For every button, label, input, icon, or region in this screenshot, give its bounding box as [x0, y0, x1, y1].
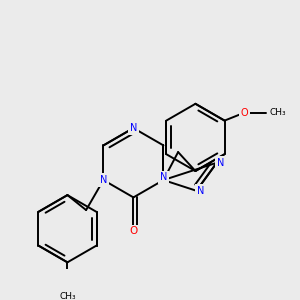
Text: N: N [217, 158, 224, 168]
Text: CH₃: CH₃ [59, 292, 76, 300]
Text: O: O [241, 108, 248, 118]
Text: N: N [160, 172, 167, 182]
Text: O: O [129, 226, 138, 236]
Text: N: N [130, 123, 137, 133]
Text: N: N [100, 175, 107, 185]
Text: N: N [197, 186, 204, 196]
Text: CH₃: CH₃ [269, 108, 286, 117]
